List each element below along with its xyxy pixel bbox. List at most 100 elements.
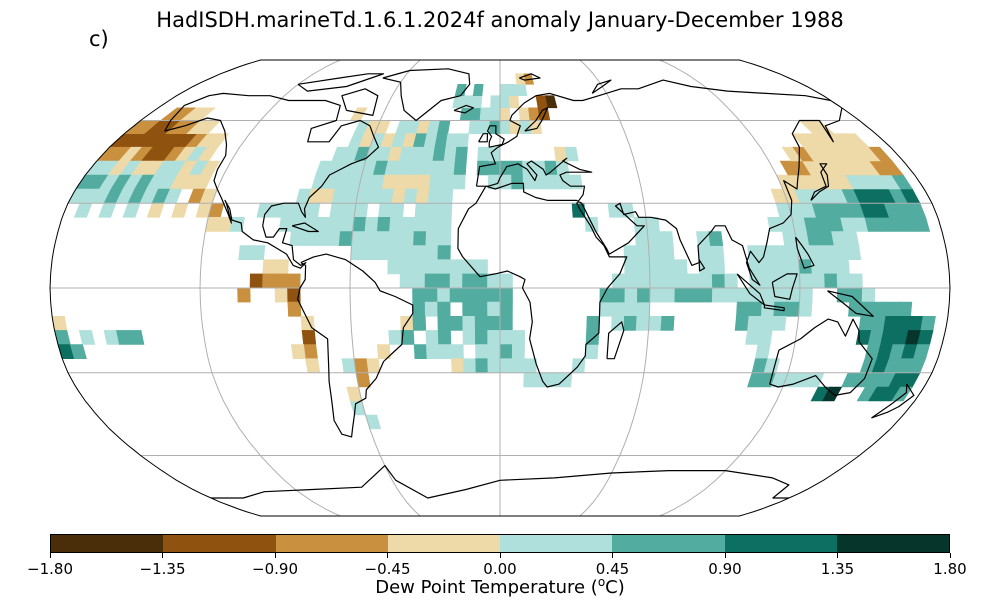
anomaly-cell	[708, 231, 724, 246]
anomaly-cell	[586, 316, 600, 331]
anomaly-cell	[262, 273, 276, 289]
anomaly-cell	[821, 245, 837, 260]
anomaly-cell	[757, 330, 773, 345]
anomaly-cell	[822, 386, 843, 402]
anomaly-cell	[387, 245, 402, 260]
anomaly-cell	[301, 330, 317, 345]
anomaly-cell	[686, 273, 701, 289]
anomaly-cell	[747, 316, 762, 331]
anomaly-cell	[624, 273, 638, 289]
anomaly-cell	[413, 217, 428, 232]
anomaly-cell	[417, 174, 432, 190]
anomaly-cell	[823, 259, 838, 275]
anomaly-cell	[389, 217, 404, 232]
coastline-japan	[810, 163, 830, 201]
anomaly-cell	[673, 259, 688, 275]
anomaly-cell	[649, 273, 663, 289]
colorbar	[50, 534, 950, 553]
coastline-antarctica	[211, 465, 790, 499]
anomaly-cell	[489, 120, 501, 134]
anomaly-cell	[487, 358, 501, 374]
anomaly-cell	[452, 174, 466, 190]
anomaly-cell	[463, 358, 477, 374]
anomaly-cell	[785, 259, 800, 275]
anomaly-cell	[430, 160, 445, 176]
anomaly-cell	[724, 287, 738, 303]
colorbar-segment	[724, 535, 837, 552]
anomaly-cell	[755, 344, 771, 359]
anomaly-cell	[477, 146, 490, 162]
anomaly-cell	[437, 259, 451, 275]
anomaly-cell	[599, 301, 613, 317]
anomaly-cell	[238, 245, 253, 260]
anomaly-cell	[362, 245, 377, 260]
anomaly-cell	[445, 133, 459, 148]
coastline-north-america	[164, 92, 380, 269]
anomaly-cell	[250, 245, 266, 260]
anomaly-cell	[146, 202, 165, 218]
graticule	[50, 60, 950, 516]
coastline-greenland	[382, 68, 471, 122]
anomaly-cell	[649, 287, 663, 303]
anomaly-cell	[351, 231, 366, 246]
anomaly-cell	[468, 120, 481, 134]
coastline-australia	[769, 318, 873, 396]
anomaly-cell	[352, 217, 367, 232]
colorbar-tick-mark	[499, 553, 501, 558]
anomaly-cell	[645, 217, 660, 232]
anomaly-cell	[400, 245, 414, 260]
anomaly-cell	[836, 273, 851, 289]
anomaly-cell	[648, 259, 663, 275]
colorbar-tick-mark	[837, 553, 838, 558]
anomaly-cell	[437, 330, 452, 345]
anomaly-cell	[833, 245, 849, 260]
panel-label: c)	[89, 27, 109, 51]
anomaly-cell	[437, 245, 451, 260]
anomaly-cell	[449, 259, 464, 275]
anomaly-cell	[424, 245, 439, 260]
anomaly-cell	[462, 316, 476, 331]
anomaly-cell	[774, 273, 788, 289]
anomaly-cell	[471, 95, 483, 109]
anomaly-cell	[849, 273, 863, 289]
anomaly-cell	[451, 358, 465, 374]
anomaly-cell	[785, 301, 800, 317]
anomaly-cell	[784, 245, 799, 260]
anomaly-cell	[469, 107, 482, 121]
anomaly-cell	[237, 287, 251, 303]
anomaly-cell	[462, 330, 476, 345]
colorbar-label-suffix: C)	[605, 577, 625, 598]
anomaly-cell	[798, 301, 813, 317]
anomaly-cell	[405, 174, 420, 190]
coastline-new-guinea	[827, 290, 874, 317]
anomaly-cell	[449, 316, 464, 331]
anomaly-cell	[262, 259, 277, 275]
anomaly-cell	[449, 273, 463, 289]
anomaly-cell	[636, 273, 651, 289]
anomaly-cell	[338, 231, 354, 246]
anomaly-cell	[314, 231, 329, 246]
colorbar-tick-mark	[274, 553, 276, 558]
anomaly-cell	[412, 245, 427, 260]
anomaly-cell	[522, 174, 536, 190]
anomaly-cell	[745, 330, 761, 345]
anomaly-cell	[442, 160, 456, 176]
anomaly-cell	[696, 231, 711, 246]
anomaly-cell	[635, 245, 650, 260]
anomaly-cell	[400, 330, 415, 345]
anomaly-cell	[499, 344, 513, 359]
anomaly-cell	[376, 217, 391, 232]
anomaly-cell	[305, 202, 321, 218]
anomaly-cell	[499, 120, 511, 134]
anomaly-cell	[868, 146, 893, 162]
anomaly-cell	[400, 231, 415, 246]
colorbar-tick-label: 0.45	[595, 560, 630, 578]
anomaly-cell	[734, 316, 750, 331]
anomaly-cell	[699, 287, 713, 303]
anomaly-cell	[799, 287, 813, 303]
anomaly-cell	[771, 245, 787, 260]
anomaly-cell	[771, 316, 787, 331]
anomaly-cell	[568, 174, 583, 190]
anomaly-cell	[908, 316, 924, 331]
anomaly-cell	[390, 202, 405, 218]
